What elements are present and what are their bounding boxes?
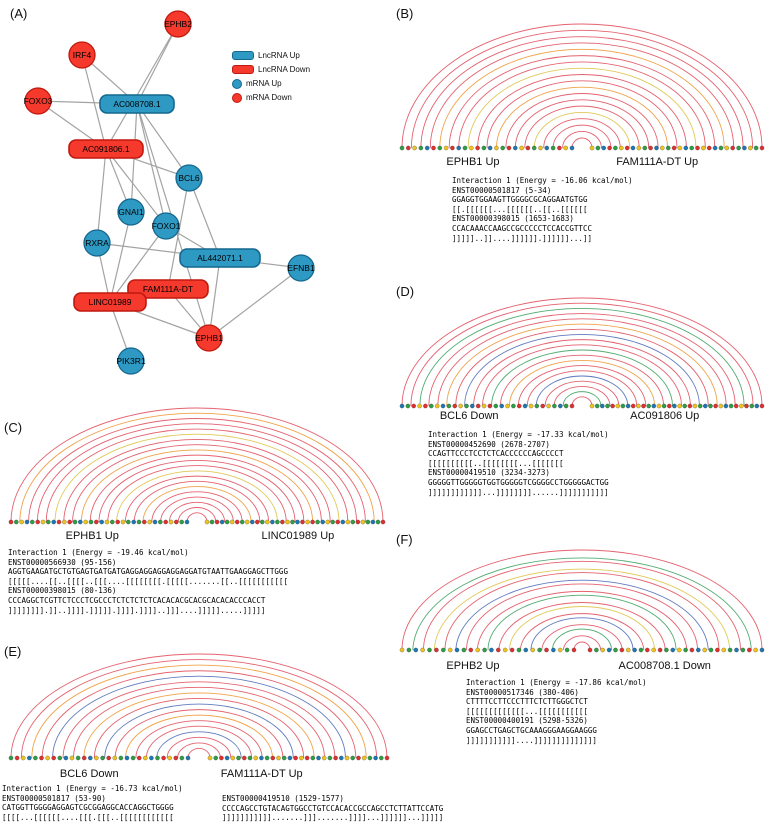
right-gene-label: AC008708.1 Down — [618, 660, 711, 672]
lncrna-down-swatch — [232, 65, 254, 74]
svg-text:FAM111A-DT: FAM111A-DT — [143, 284, 193, 294]
legend-item-lncrna-up: LncRNA Up — [232, 50, 310, 61]
svg-text:FOXO1: FOXO1 — [152, 221, 181, 231]
right-gene-label: FAM111A-DT Up — [220, 768, 303, 780]
interaction-text-left: Interaction 1 (Energy = -16.73 kcal/mol)… — [2, 784, 183, 822]
panel-d: (D) BCL6 Down AC091806 Up Interaction 1 … — [390, 282, 774, 526]
legend-label: mRNA Down — [246, 93, 292, 102]
left-gene-label: EPHB1 Up — [65, 530, 119, 542]
svg-text:EPHB1: EPHB1 — [195, 333, 223, 343]
panel-b-tag: (B) — [396, 6, 414, 21]
panel-e: (E) BCL6 Down FAM111A-DT Up Interaction … — [0, 642, 520, 837]
left-gene-label: BCL6 Down — [439, 410, 499, 422]
lncrna-up-swatch — [232, 51, 254, 60]
svg-text:AC091806.1: AC091806.1 — [82, 144, 130, 154]
svg-text:RXRA: RXRA — [85, 238, 109, 248]
svg-text:BCL6: BCL6 — [178, 173, 200, 183]
right-gene-label: FAM111A-DT Up — [616, 156, 699, 168]
svg-text:EFNB1: EFNB1 — [287, 263, 315, 273]
arc-diagram-c — [8, 407, 386, 525]
arc-diagram-d — [399, 297, 765, 409]
right-gene-label: LINC01989 Up — [261, 530, 335, 542]
panel-f-tag: (F) — [396, 532, 413, 547]
gene-labels: BCL6 Down FAM111A-DT Up — [3, 768, 395, 782]
right-gene-label: AC091806 Up — [630, 410, 700, 422]
left-gene-label: BCL6 Down — [59, 768, 119, 780]
legend-item-mrna-down: mRNA Down — [232, 92, 310, 103]
interaction-text: Interaction 1 (Energy = -17.86 kcal/mol)… — [466, 678, 647, 745]
svg-text:LINC01989: LINC01989 — [88, 297, 131, 307]
panel-c-tag: (C) — [4, 420, 23, 435]
panel-e-tag: (E) — [4, 644, 22, 659]
panel-d-tag: (D) — [396, 284, 415, 299]
legend-item-lncrna-down: LncRNA Down — [232, 64, 310, 75]
interaction-text: Interaction 1 (Energy = -16.06 kcal/mol)… — [452, 176, 633, 243]
panel-a: EPHB2 IRF4 FOXO3 AC008708.1 AC091806.1 BCL6 GN… — [0, 0, 400, 398]
legend-label: LncRNA Up — [258, 51, 300, 60]
panel-f: (F) EPHB2 Up AC008708.1 Down Interaction… — [390, 528, 774, 788]
svg-text:IRF4: IRF4 — [73, 50, 92, 60]
panel-c: (C) EPHB1 Up LINC01989 Up Interaction 1 … — [0, 396, 394, 640]
panel-b: (B) EPHB1 Up FAM111A-DT Up Interaction 1… — [390, 4, 774, 280]
panel-a-tag: (A) — [10, 6, 28, 21]
gene-labels: EPHB2 Up AC008708.1 Down — [394, 660, 770, 674]
network-diagram: EPHB2 IRF4 FOXO3 AC008708.1 AC091806.1 BCL6 GN… — [24, 10, 315, 375]
svg-text:AL442071.1: AL442071.1 — [197, 253, 243, 263]
network-legend: LncRNA Up LncRNA Down mRNA Up mRNA Down — [232, 50, 310, 103]
arc-diagram-e — [8, 653, 390, 761]
svg-text:GNAI1: GNAI1 — [118, 207, 144, 217]
gene-labels: EPHB1 Up LINC01989 Up — [3, 530, 391, 544]
legend-label: LncRNA Down — [258, 65, 311, 74]
svg-text:PIK3R1: PIK3R1 — [116, 356, 146, 366]
gene-labels: EPHB1 Up FAM111A-DT Up — [394, 156, 770, 170]
svg-text:FOXO3: FOXO3 — [24, 96, 53, 106]
arc-diagram-f — [399, 549, 765, 653]
svg-text:AC008708.1: AC008708.1 — [113, 99, 161, 109]
mrna-down-swatch — [232, 92, 242, 103]
left-gene-label: EPHB1 Up — [446, 156, 500, 168]
interaction-text-right: ENST00000419510 (1529-1577) CCCCAGCCTGTA… — [222, 794, 444, 823]
interaction-text: Interaction 1 (Energy = -17.33 kcal/mol)… — [428, 430, 609, 497]
left-gene-label: EPHB2 Up — [446, 660, 500, 672]
svg-text:EPHB2: EPHB2 — [164, 19, 192, 29]
arc-diagram-b — [399, 23, 765, 151]
mrna-up-swatch — [232, 78, 242, 89]
gene-labels: BCL6 Down AC091806 Up — [394, 410, 770, 424]
interaction-text: Interaction 1 (Energy = -19.46 kcal/mol)… — [8, 548, 288, 615]
legend-item-mrna-up: mRNA Up — [232, 78, 310, 89]
legend-label: mRNA Up — [246, 79, 282, 88]
